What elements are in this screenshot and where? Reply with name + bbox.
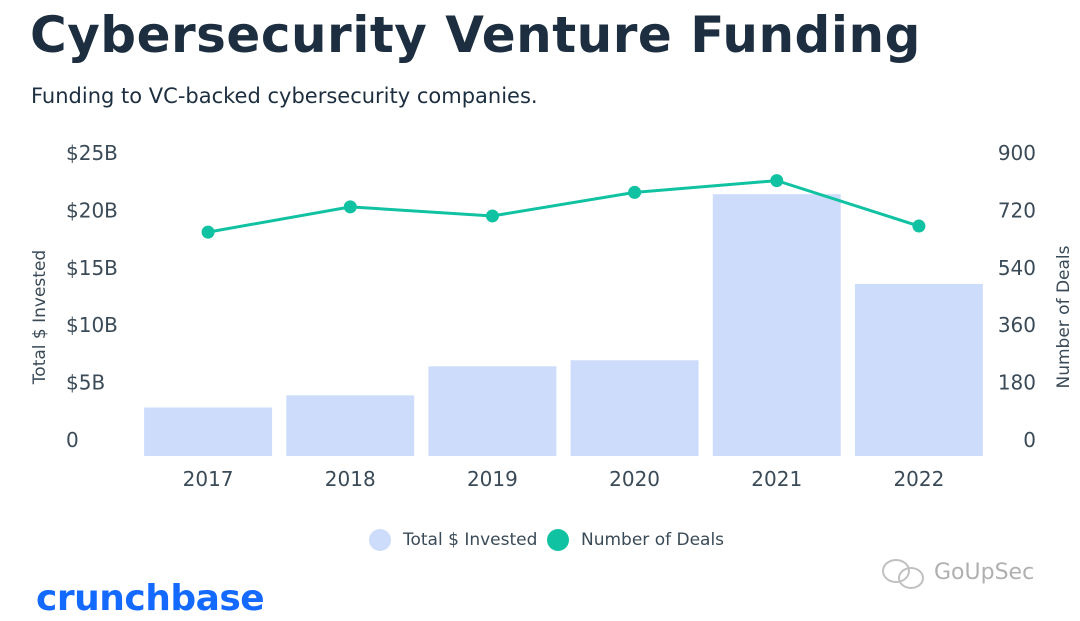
line-series xyxy=(201,174,926,239)
deals-point-2019[interactable] xyxy=(485,209,499,223)
left-tick-label: $5B xyxy=(66,371,105,395)
x-axis-ticks: 2017 2018 2019 2020 2021 2022 xyxy=(183,467,945,491)
deals-line xyxy=(207,179,920,234)
deals-point-2021[interactable] xyxy=(770,174,784,188)
right-tick-label: 360 xyxy=(998,313,1036,337)
legend-swatch-deals xyxy=(547,529,569,551)
left-tick-label: $25B xyxy=(66,141,118,165)
crunchbase-logo: crunchbase xyxy=(36,578,265,619)
chart-subtitle: Funding to VC-backed cybersecurity compa… xyxy=(31,84,538,108)
left-axis-title: Total $ Invested xyxy=(30,250,50,385)
deals-point-2020[interactable] xyxy=(628,185,642,199)
bar-series xyxy=(144,194,983,456)
bar-2021[interactable] xyxy=(712,194,841,456)
legend-label-invested: Total $ Invested xyxy=(403,530,538,550)
watermark-text: GoUpSec xyxy=(934,559,1035,585)
right-tick-label: 900 xyxy=(998,141,1036,165)
watermark: GoUpSec xyxy=(880,557,1035,589)
left-tick-label: 0 xyxy=(66,428,79,452)
x-tick-label: 2018 xyxy=(325,467,376,491)
x-tick-label: 2019 xyxy=(467,467,518,491)
x-tick-label: 2022 xyxy=(893,467,944,491)
deals-point-2017[interactable] xyxy=(201,225,215,239)
x-tick-label: 2021 xyxy=(751,467,802,491)
bar-2020[interactable] xyxy=(570,360,699,456)
chart-area: 0 $5B $10B $15B $20B $25B 0 180 360 540 720 900 20… xyxy=(30,141,1074,491)
left-tick-label: $15B xyxy=(66,256,118,280)
left-axis-ticks: 0 $5B $10B $15B $20B $25B xyxy=(66,141,118,452)
chart-title: Cybersecurity Venture Funding xyxy=(30,6,921,64)
x-tick-label: 2017 xyxy=(183,467,234,491)
legend: Total $ Invested Number of Deals xyxy=(0,529,1080,559)
bar-2018[interactable] xyxy=(286,395,415,456)
legend-item-deals[interactable]: Number of Deals xyxy=(547,529,724,551)
left-tick-label: $10B xyxy=(66,313,118,337)
right-tick-label: 0 xyxy=(1023,428,1036,452)
wechat-icon xyxy=(880,557,926,589)
right-tick-label: 180 xyxy=(998,371,1036,395)
legend-swatch-invested xyxy=(369,529,391,551)
bar-2022[interactable] xyxy=(854,283,983,456)
right-tick-label: 720 xyxy=(998,198,1036,222)
right-tick-label: 540 xyxy=(998,256,1036,280)
right-axis-title: Number of Deals xyxy=(1054,245,1074,388)
right-axis-ticks: 0 180 360 540 720 900 xyxy=(998,141,1036,452)
bar-2019[interactable] xyxy=(428,366,557,456)
bar-2017[interactable] xyxy=(144,407,273,456)
deals-point-2018[interactable] xyxy=(343,200,357,214)
x-tick-label: 2020 xyxy=(609,467,660,491)
legend-label-deals: Number of Deals xyxy=(581,530,725,550)
legend-item-invested[interactable]: Total $ Invested xyxy=(369,529,537,551)
left-tick-label: $20B xyxy=(66,198,118,222)
deals-point-2022[interactable] xyxy=(912,219,926,233)
